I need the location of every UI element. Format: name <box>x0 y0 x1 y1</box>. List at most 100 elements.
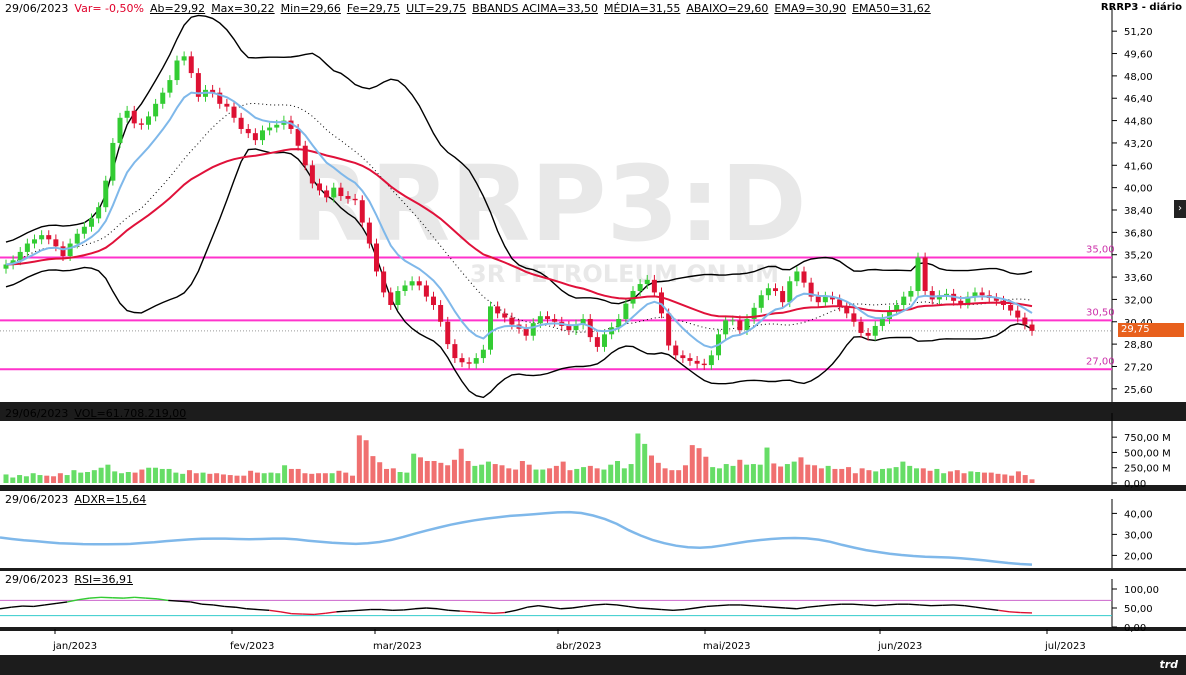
volume-bar <box>913 468 919 483</box>
candle-body <box>124 110 130 118</box>
volume-bar <box>44 475 50 483</box>
header-date: 29/06/2023 <box>5 2 69 15</box>
volume-bar <box>839 468 845 483</box>
volume-bar <box>227 475 233 483</box>
rsi-line-segment <box>773 606 786 609</box>
candle-body <box>395 291 401 305</box>
candle-body <box>217 92 223 104</box>
candle-body <box>651 279 657 293</box>
rsi-line-segment <box>190 601 203 605</box>
volume-bar <box>526 464 532 483</box>
volume-bar <box>581 467 587 483</box>
candle-body <box>60 246 66 257</box>
volume-bar <box>927 470 933 483</box>
candle-body <box>701 363 707 366</box>
rsi-line-segment <box>830 603 842 606</box>
volume-bar <box>662 468 668 483</box>
volume-bar <box>716 468 722 483</box>
rsi-line-segment <box>661 608 674 611</box>
rsi-line-segment <box>515 606 528 611</box>
scroll-right-icon[interactable]: › <box>1174 200 1186 218</box>
volume-bar <box>363 440 369 483</box>
volume-bar <box>241 475 247 483</box>
volume-date: 29/06/2023 <box>5 407 69 420</box>
candle-body <box>366 222 372 244</box>
candle-body <box>423 285 429 297</box>
candle-body <box>431 296 436 305</box>
candle-body <box>374 243 379 272</box>
rsi-line-segment <box>964 605 977 608</box>
volume-bar <box>947 471 953 483</box>
volume-bar <box>723 464 729 483</box>
volume-bar <box>560 461 566 483</box>
candle-body <box>993 298 999 301</box>
rsi-line-segment <box>571 605 584 609</box>
volume-bar <box>98 467 104 483</box>
volume-bar <box>757 464 763 483</box>
volume-bar <box>744 464 750 483</box>
volume-bar <box>445 465 451 483</box>
candle-body <box>822 296 828 303</box>
volume-bar <box>309 473 315 483</box>
rsi-line-segment <box>224 605 236 608</box>
rsi-line-segment <box>684 607 696 611</box>
rsi-line-segment <box>168 599 180 602</box>
x-tick-label: jan/2023 <box>52 641 97 652</box>
candle-body <box>1029 324 1035 331</box>
volume-bar <box>995 473 1001 483</box>
y-tick-label: 36,80 <box>1124 228 1153 239</box>
rsi-line-segment <box>740 604 752 607</box>
vol-y-tick-label: 750,00 M <box>1124 433 1171 444</box>
volume-bar <box>139 469 145 483</box>
candle-body <box>53 239 59 247</box>
header-bb-low: ABAIXO=29,60 <box>686 2 769 15</box>
candle-body <box>865 332 871 336</box>
volume-bar <box>261 473 267 483</box>
candle-body <box>96 207 102 219</box>
adx-y-tick-label: 30,00 <box>1124 530 1153 541</box>
candle-body <box>324 190 330 198</box>
volume-bar <box>10 477 16 483</box>
candle-body <box>445 321 451 345</box>
volume-bar <box>846 467 852 483</box>
y-tick-label: 46,40 <box>1124 94 1153 105</box>
volume-bar <box>411 453 417 483</box>
candle-body <box>331 187 337 198</box>
rsi-line-segment <box>482 611 494 615</box>
volume-bar <box>282 465 288 483</box>
header-ema9: EMA9=30,90 <box>774 2 847 15</box>
volume-value: VOL=61.708.219,00 <box>74 407 187 420</box>
y-tick-label: 33,60 <box>1124 273 1153 284</box>
level-label: 30,50 <box>1086 307 1115 318</box>
rsi-line-segment <box>269 609 281 613</box>
header-var: Var= -0,50% <box>74 2 144 15</box>
volume-bar <box>91 470 97 483</box>
candle-body <box>488 306 493 350</box>
candle-body <box>10 260 16 265</box>
volume-bar <box>275 473 281 483</box>
rsi-line-segment <box>235 606 247 610</box>
candle-body <box>466 362 472 364</box>
volume-bar <box>370 456 376 483</box>
header-open: Ab=29,92 <box>149 2 206 15</box>
candle-body <box>473 358 479 364</box>
candle-body <box>644 279 650 285</box>
volume-bar <box>710 467 716 483</box>
volume-bar <box>288 468 294 483</box>
volume-bar <box>397 472 403 483</box>
panel-separator <box>0 627 1186 631</box>
volume-bar <box>85 472 91 483</box>
rsi-line-segment <box>863 604 876 607</box>
header-close: Fe=29,75 <box>346 2 401 15</box>
candle-body <box>167 80 173 93</box>
trd-logo: trd <box>1159 658 1178 671</box>
candle-body <box>687 358 693 361</box>
volume-bar <box>431 461 437 483</box>
volume-bar <box>533 469 539 483</box>
volume-bar <box>540 469 546 483</box>
rsi-line-segment <box>762 605 775 608</box>
volume-bar <box>954 470 960 483</box>
candle-body <box>317 183 322 191</box>
volume-bar <box>424 461 430 483</box>
candle-body <box>673 345 679 356</box>
